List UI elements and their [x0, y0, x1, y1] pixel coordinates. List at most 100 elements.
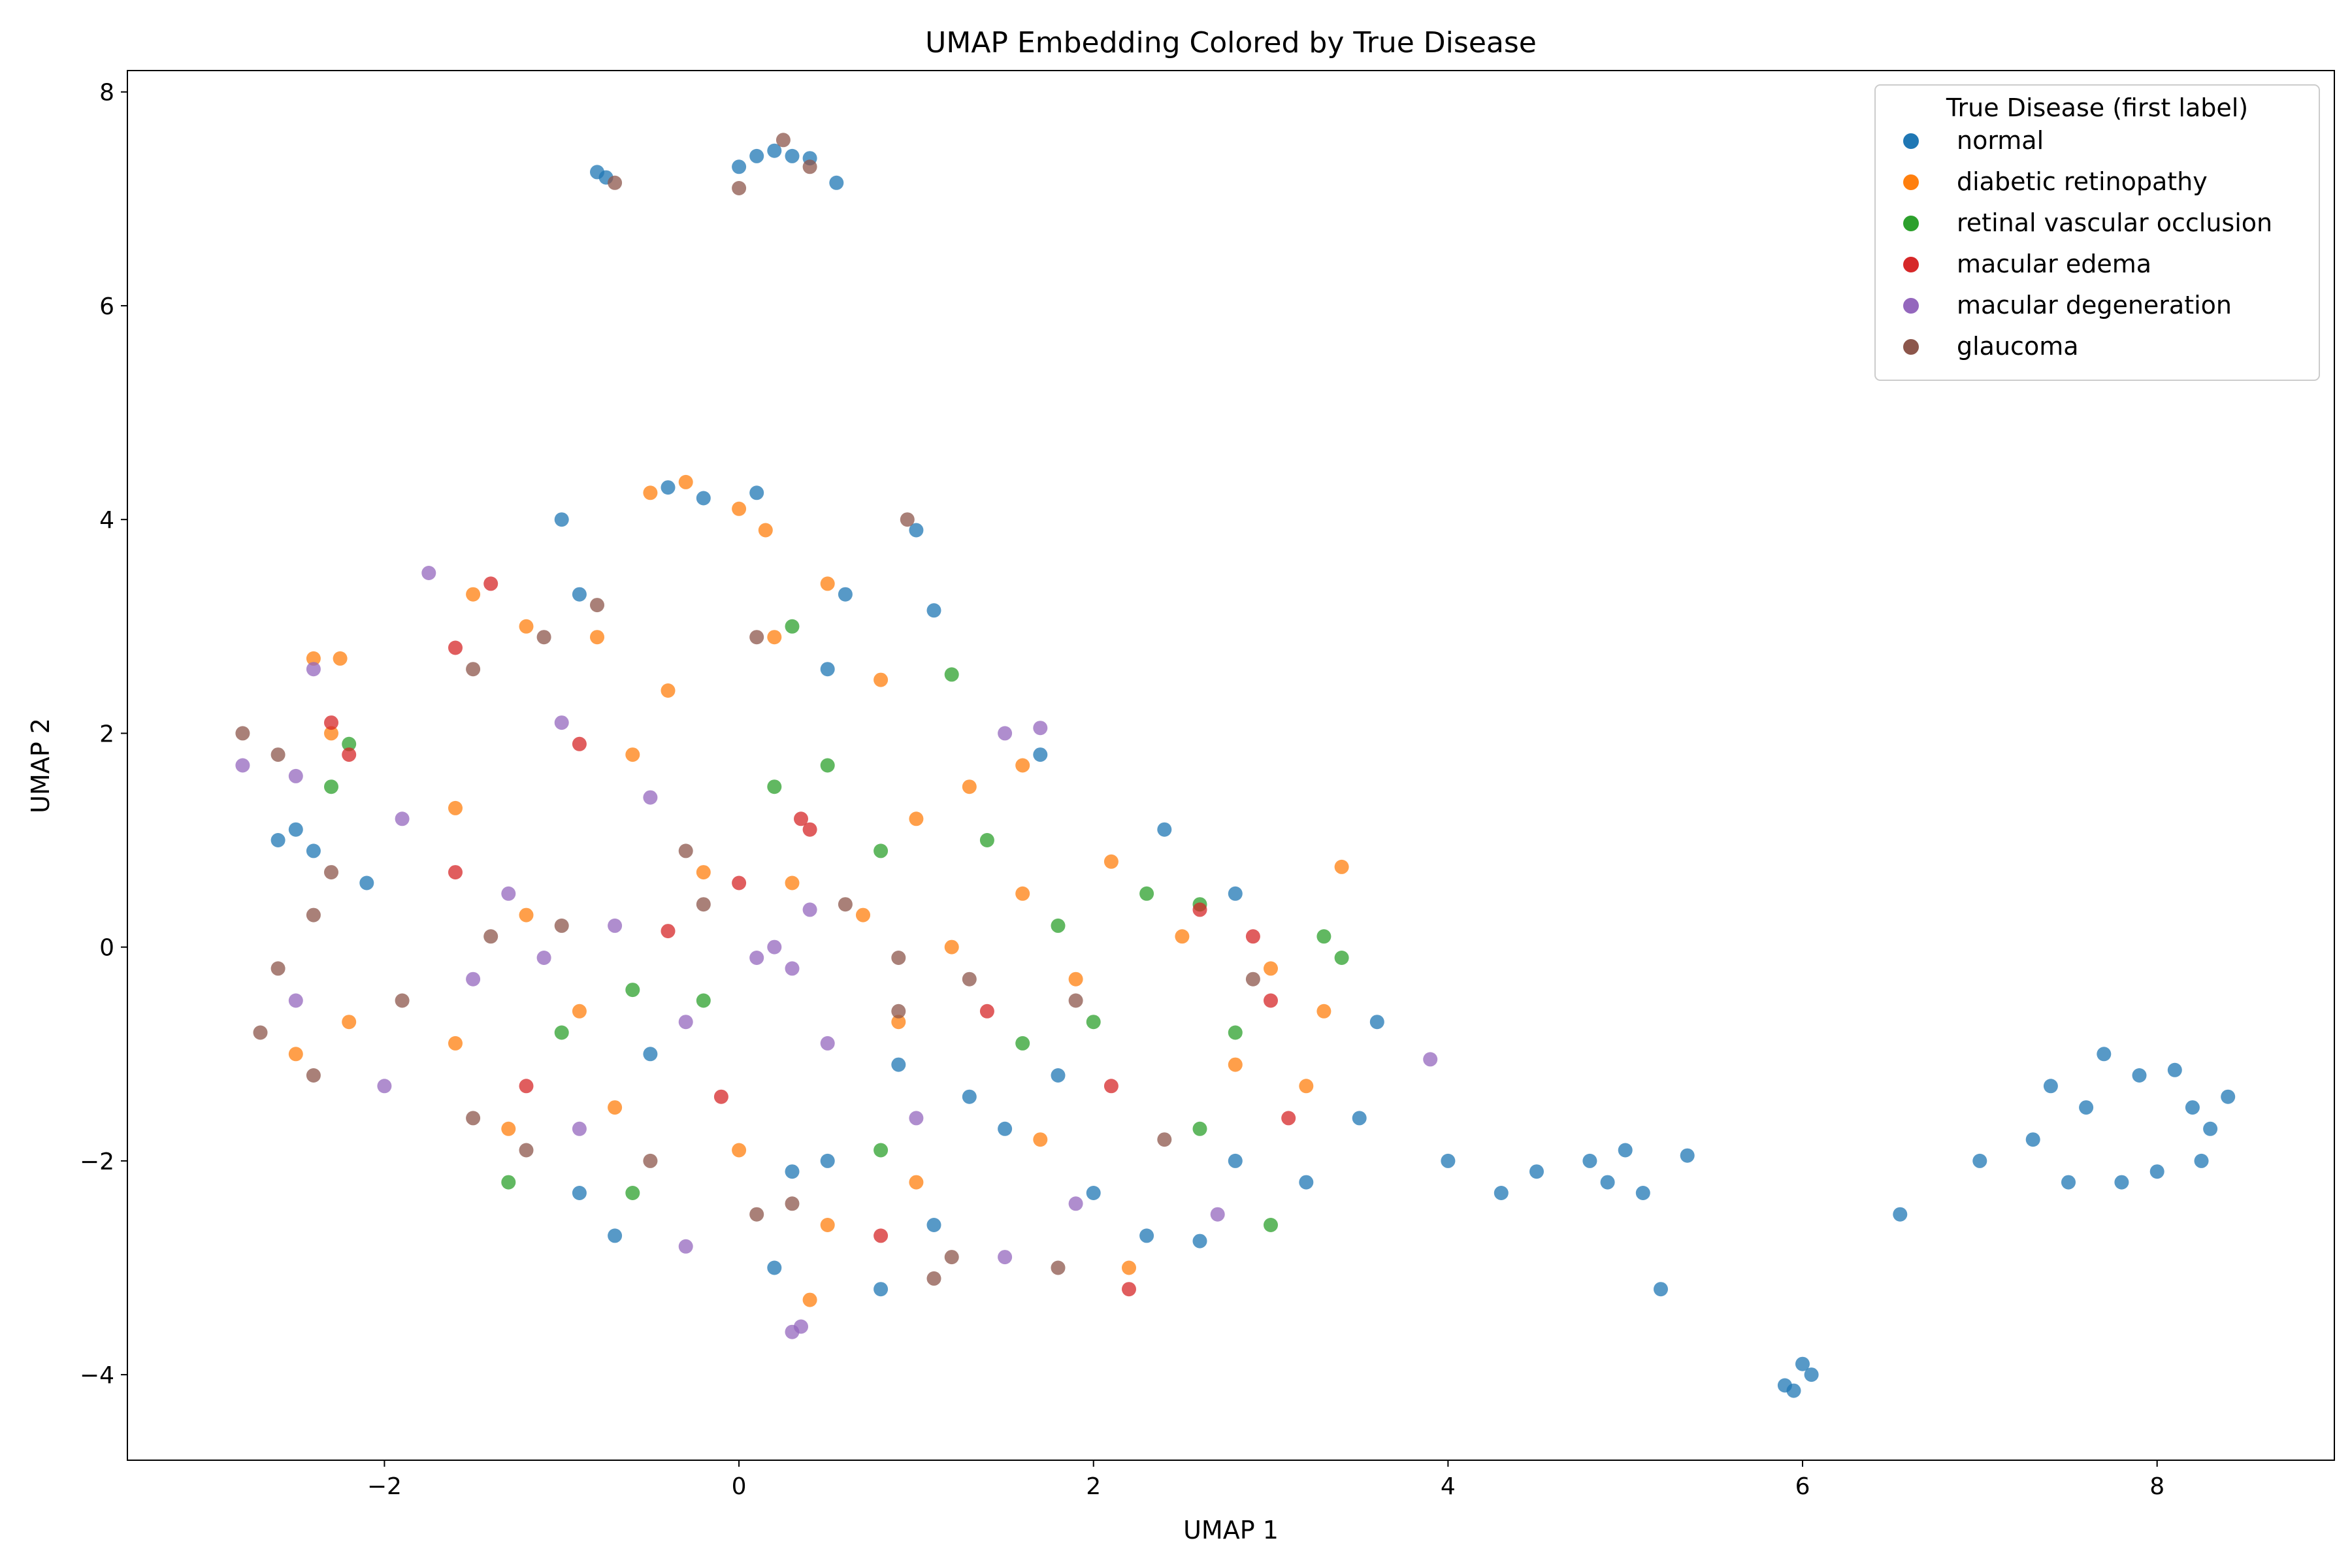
data-point-diabetic-retinopathy — [1228, 1057, 1243, 1072]
data-point-normal — [1529, 1164, 1544, 1179]
data-point-diabetic-retinopathy — [785, 875, 800, 890]
data-point-glaucoma — [306, 1068, 321, 1083]
data-point-normal — [1582, 1153, 1597, 1168]
data-point-glaucoma — [944, 1250, 959, 1265]
data-point-diabetic-retinopathy — [1033, 1132, 1048, 1147]
data-point-normal — [749, 485, 764, 500]
data-point-retinal-vascular-occlusion — [1051, 918, 1066, 933]
data-point-normal — [1086, 1186, 1101, 1200]
data-point-glaucoma — [900, 512, 915, 527]
data-point-macular-degeneration — [377, 1079, 392, 1094]
data-point-diabetic-retinopathy — [962, 779, 977, 794]
data-point-normal — [767, 143, 782, 158]
data-point-glaucoma — [776, 133, 791, 148]
data-point-diabetic-retinopathy — [608, 1100, 623, 1115]
data-point-normal — [572, 1186, 587, 1200]
data-point-macular-edema — [1122, 1282, 1136, 1297]
data-point-retinal-vascular-occlusion — [785, 619, 800, 634]
data-point-macular-edema — [448, 865, 463, 880]
data-point-retinal-vascular-occlusion — [1316, 929, 1331, 944]
legend-label: macular degeneration — [1957, 291, 2232, 319]
data-point-macular-degeneration — [1423, 1052, 1438, 1067]
x-axis: −2 0 2 4 6 8 — [367, 1460, 2164, 1500]
data-point-diabetic-retinopathy — [1068, 972, 1083, 987]
data-point-retinal-vascular-occlusion — [501, 1175, 516, 1190]
data-point-normal — [909, 523, 924, 538]
data-point-macular-edema — [572, 736, 587, 751]
data-point-glaucoma — [749, 1207, 764, 1222]
data-point-normal — [696, 491, 711, 506]
data-point-diabetic-retinopathy — [448, 1036, 463, 1051]
y-tick-label: 0 — [99, 935, 114, 962]
data-point-normal — [1192, 1233, 1207, 1249]
data-point-macular-edema — [1103, 1079, 1119, 1094]
data-point-normal — [2132, 1068, 2147, 1083]
data-point-diabetic-retinopathy — [288, 1047, 303, 1062]
data-point-normal — [2079, 1100, 2094, 1115]
data-point-diabetic-retinopathy — [661, 683, 676, 698]
x-tick-label: 8 — [2149, 1473, 2164, 1500]
data-point-glaucoma — [891, 1004, 906, 1019]
legend-label: macular edema — [1957, 250, 2151, 278]
data-point-diabetic-retinopathy — [856, 907, 870, 923]
legend-title: True Disease (first label) — [1946, 93, 2248, 122]
legend-label: normal — [1957, 126, 2044, 155]
data-point-glaucoma — [802, 159, 817, 174]
data-point-macular-degeneration — [998, 1250, 1013, 1265]
data-point-glaucoma — [536, 630, 551, 645]
data-point-normal — [962, 1089, 977, 1104]
data-point-glaucoma — [838, 897, 853, 912]
data-point-diabetic-retinopathy — [767, 630, 782, 645]
data-point-diabetic-retinopathy — [643, 485, 658, 500]
y-tick-label: −2 — [80, 1149, 114, 1175]
data-point-normal — [1157, 822, 1172, 837]
data-point-diabetic-retinopathy — [802, 1292, 817, 1307]
data-point-retinal-vascular-occlusion — [696, 993, 711, 1008]
data-point-diabetic-retinopathy — [909, 811, 924, 826]
data-point-diabetic-retinopathy — [944, 939, 959, 955]
data-point-normal — [306, 843, 321, 858]
legend-marker — [1903, 257, 1919, 272]
x-tick-label: 6 — [1795, 1473, 1810, 1500]
data-point-glaucoma — [1157, 1132, 1172, 1147]
data-point-glaucoma — [324, 865, 338, 880]
data-point-diabetic-retinopathy — [1103, 854, 1119, 869]
data-point-macular-edema — [713, 1089, 728, 1104]
data-point-macular-degeneration — [235, 758, 250, 773]
data-point-diabetic-retinopathy — [1316, 1004, 1331, 1019]
data-point-normal — [2203, 1121, 2218, 1136]
data-point-normal — [1051, 1068, 1066, 1083]
data-point-macular-edema — [802, 822, 817, 837]
data-point-glaucoma — [590, 598, 604, 613]
data-point-retinal-vascular-occlusion — [944, 667, 959, 682]
data-point-macular-degeneration — [749, 951, 764, 965]
data-point-glaucoma — [270, 747, 286, 762]
data-point-diabetic-retinopathy — [625, 747, 640, 762]
data-point-glaucoma — [926, 1271, 941, 1286]
data-point-macular-degeneration — [678, 1239, 693, 1254]
data-point-normal — [2114, 1175, 2129, 1190]
data-point-normal — [820, 662, 835, 677]
legend-marker — [1903, 174, 1919, 190]
data-point-glaucoma — [785, 1196, 800, 1211]
data-point-glaucoma — [891, 951, 906, 965]
data-point-glaucoma — [306, 907, 321, 923]
data-point-macular-degeneration — [820, 1036, 835, 1051]
data-point-macular-degeneration — [678, 1015, 693, 1030]
data-point-diabetic-retinopathy — [1015, 758, 1030, 773]
data-point-retinal-vascular-occlusion — [324, 779, 338, 794]
data-point-macular-degeneration — [421, 566, 436, 580]
data-point-normal — [2185, 1100, 2200, 1115]
data-point-glaucoma — [395, 993, 410, 1008]
y-tick-label: 4 — [99, 507, 114, 534]
data-point-normal — [998, 1121, 1013, 1136]
data-point-macular-degeneration — [767, 939, 782, 955]
legend-label: diabetic retinopathy — [1957, 167, 2208, 196]
data-point-diabetic-retinopathy — [590, 630, 604, 645]
data-point-normal — [2097, 1047, 2112, 1062]
data-point-normal — [643, 1047, 658, 1062]
data-point-glaucoma — [732, 181, 747, 195]
data-point-diabetic-retinopathy — [324, 726, 338, 741]
data-point-glaucoma — [749, 630, 764, 645]
